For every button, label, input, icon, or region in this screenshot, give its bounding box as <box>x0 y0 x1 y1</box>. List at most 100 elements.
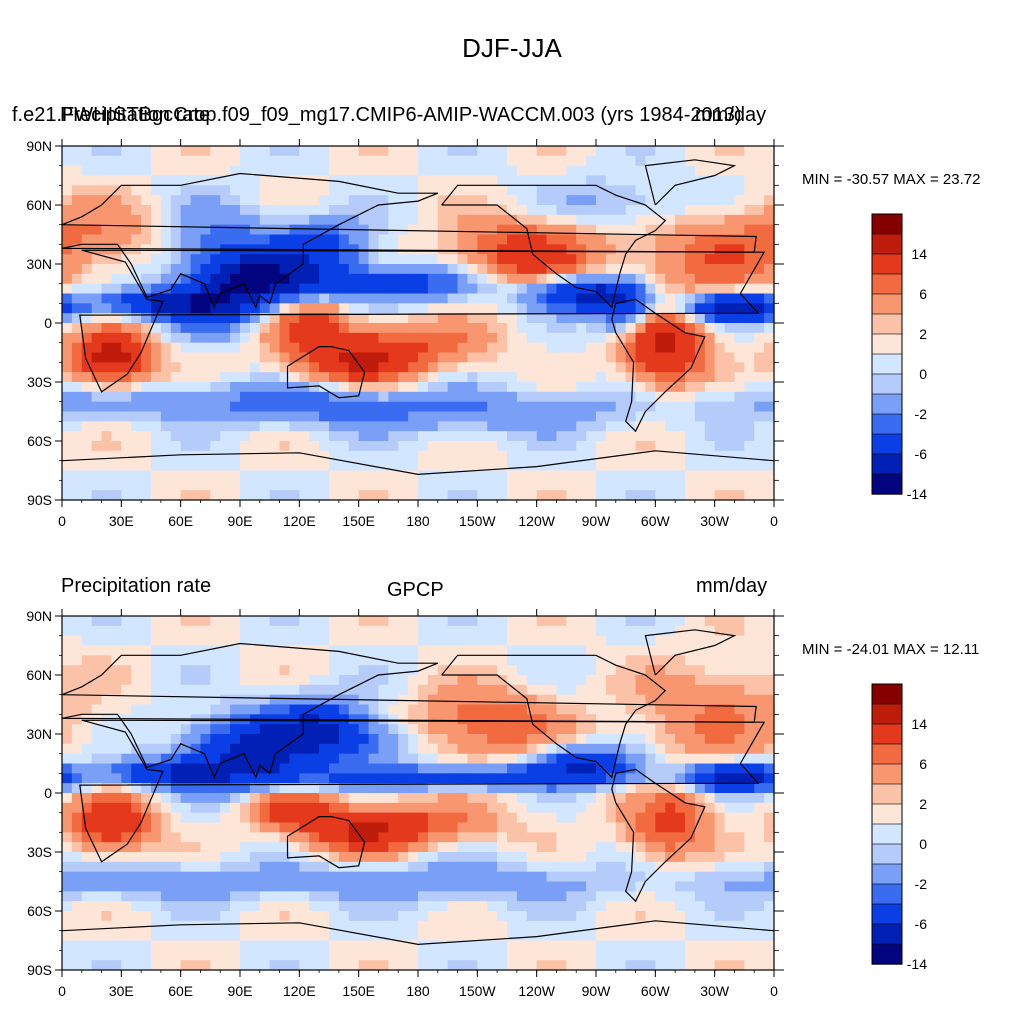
field-cell <box>141 234 152 245</box>
field-cell <box>249 254 261 265</box>
field-cell <box>131 185 142 196</box>
field-cell <box>259 891 271 902</box>
field-cell <box>180 205 192 216</box>
field-cell <box>121 293 132 304</box>
field-cell <box>408 871 419 883</box>
field-cell <box>546 450 558 462</box>
field-cell <box>694 313 706 324</box>
field-cell <box>101 382 113 393</box>
field-cell <box>497 881 508 892</box>
field-cell <box>289 704 300 715</box>
field-cell <box>457 871 469 883</box>
field-cell <box>220 283 231 295</box>
field-cell <box>457 694 469 706</box>
field-cell <box>408 342 419 354</box>
field-cell <box>556 940 567 951</box>
field-cell <box>259 675 271 686</box>
field-cell <box>734 283 745 295</box>
field-cell <box>279 753 291 765</box>
field-cell <box>279 401 291 413</box>
field-cell <box>685 362 696 373</box>
field-cell <box>259 645 271 656</box>
field-cell <box>200 205 211 216</box>
field-cell <box>704 431 716 442</box>
field-cell <box>536 470 548 481</box>
field-cell <box>427 470 439 481</box>
field-cell <box>279 224 291 236</box>
field-cell <box>71 694 83 706</box>
field-cell <box>497 694 508 706</box>
field-cell <box>190 431 202 442</box>
field-cell <box>467 372 478 383</box>
field-cell <box>160 940 172 951</box>
field-cell <box>249 352 261 363</box>
field-cell <box>625 175 637 186</box>
field-cell <box>71 460 83 472</box>
field-cell <box>160 480 172 491</box>
field-cell <box>596 743 607 755</box>
field-cell <box>289 802 300 814</box>
field-cell <box>210 920 221 932</box>
field-cell <box>141 852 152 863</box>
field-cell <box>230 694 241 706</box>
field-cell <box>309 460 320 472</box>
field-cell <box>467 635 478 647</box>
field-cell <box>210 832 221 843</box>
field-cell <box>596 264 607 275</box>
field-cell <box>170 861 182 873</box>
field-cell <box>467 460 478 472</box>
field-cell <box>566 901 577 912</box>
field-cell <box>220 920 231 932</box>
field-cell <box>487 616 498 627</box>
field-cell <box>111 704 122 715</box>
field-cell <box>299 155 310 167</box>
field-cell <box>507 313 518 324</box>
field-cell <box>645 616 656 627</box>
field-cell <box>269 734 281 745</box>
field-cell <box>200 743 211 755</box>
field-cell <box>408 743 419 755</box>
field-cell <box>408 960 419 971</box>
field-cell <box>170 891 182 902</box>
field-cell <box>487 802 498 814</box>
field-cell <box>526 421 538 432</box>
field-cell <box>338 460 350 472</box>
field-cell <box>279 625 291 637</box>
field-cell <box>378 382 389 393</box>
field-cell <box>131 411 142 422</box>
field-cell <box>269 480 281 491</box>
field-cell <box>754 332 765 344</box>
field-cell <box>487 645 498 656</box>
field-cell <box>418 352 429 363</box>
field-cell <box>526 881 538 892</box>
field-cell <box>408 930 419 942</box>
field-cell <box>289 460 300 472</box>
field-cell <box>457 763 469 774</box>
field-cell <box>477 382 488 393</box>
field-cell <box>655 724 666 735</box>
field-cell <box>309 832 320 843</box>
field-cell <box>586 901 597 912</box>
field-cell <box>586 793 597 804</box>
field-cell <box>714 146 726 157</box>
field-cell <box>447 704 459 715</box>
field-cell <box>694 411 706 422</box>
field-cell <box>605 684 617 696</box>
field-cell <box>398 362 409 373</box>
field-cell <box>180 490 192 501</box>
field-cell <box>507 450 518 462</box>
field-cell <box>230 645 241 656</box>
field-cell <box>289 450 300 462</box>
field-cell <box>329 783 340 794</box>
field-cell <box>586 254 597 265</box>
field-cell <box>487 684 498 696</box>
field-cell <box>576 460 587 472</box>
field-cell <box>338 852 350 863</box>
field-cell <box>457 625 469 637</box>
field-cell <box>240 401 251 413</box>
field-cell <box>141 273 152 285</box>
field-cell <box>81 254 93 265</box>
field-cell <box>141 842 152 853</box>
field-cell <box>220 832 231 843</box>
field-cell <box>437 773 449 784</box>
